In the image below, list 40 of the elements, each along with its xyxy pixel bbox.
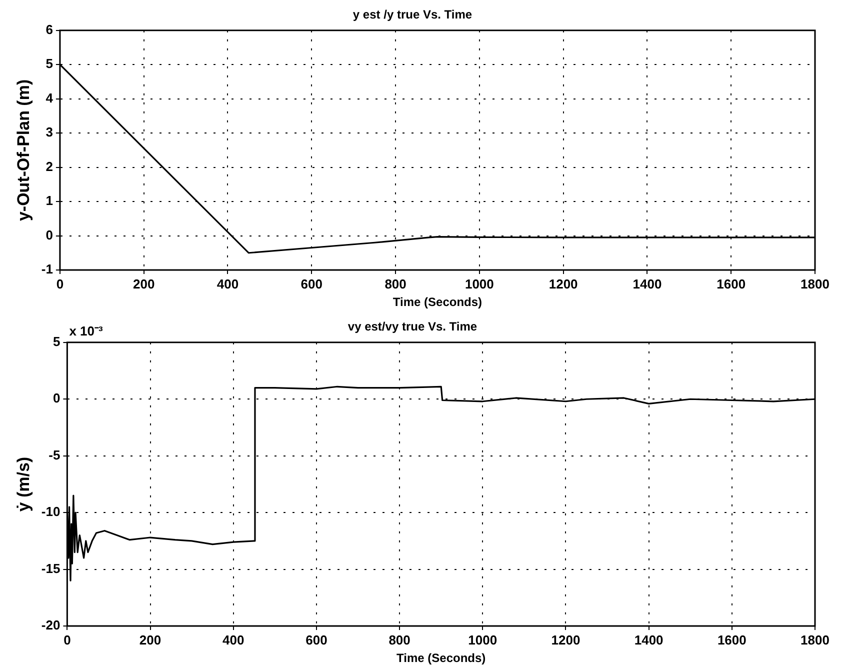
y-tick-label: 0 — [46, 227, 53, 242]
chart-title: vy est/vy true Vs. Time — [348, 320, 478, 334]
y-tick-label: 6 — [46, 22, 53, 37]
chart-title: y est /y true Vs. Time — [352, 8, 472, 22]
x-tick-label: 400 — [222, 632, 244, 648]
y-axis-title: ẏ (m/s) — [14, 456, 33, 512]
x-axis-title: Time (Seconds) — [392, 295, 482, 310]
x-tick-label: 1800 — [800, 632, 830, 648]
y-tick-label: 4 — [46, 90, 54, 106]
y-tick-label: 5 — [46, 56, 53, 72]
x-tick-label: 0 — [64, 632, 71, 648]
y-tick-label: -1 — [41, 262, 53, 277]
x-tick-label: 1200 — [548, 276, 578, 292]
x-tick-label: 800 — [384, 276, 406, 292]
y-tick-label: 3 — [46, 124, 53, 140]
x-tick-label: 1600 — [716, 276, 746, 292]
y-tick-label: -15 — [41, 560, 60, 576]
x-tick-label: 400 — [216, 276, 239, 292]
x-tick-label: 1000 — [464, 276, 494, 292]
x-tick-label: 200 — [133, 276, 155, 292]
y-tick-label: 0 — [52, 390, 60, 406]
x-tick-label: 600 — [300, 276, 322, 292]
text: x 10⁻³ — [69, 323, 104, 338]
y-tick-label: -10 — [41, 504, 60, 520]
y-tick-label: 1 — [46, 193, 53, 208]
x-tick-label: 1400 — [632, 276, 662, 292]
x-tick-label: 1000 — [468, 632, 498, 648]
x-tick-label: 1200 — [551, 632, 580, 648]
y-tick-label: -5 — [48, 447, 60, 462]
x-tick-label: 200 — [139, 632, 162, 648]
x-tick-label: 1800 — [800, 276, 830, 292]
y-tick-label: -20 — [41, 618, 60, 633]
x-tick-label: 1400 — [634, 632, 664, 648]
x-tick-label: 600 — [306, 632, 328, 648]
x-axis-title: Time (Seconds) — [396, 651, 486, 666]
x-tick-label: 800 — [388, 632, 410, 648]
y-axis-title: y-Out-Of-Plan (m) — [14, 79, 33, 222]
y-tick-label: 5 — [52, 334, 60, 349]
y-tick-label: 2 — [46, 158, 53, 174]
x-tick-label: 1600 — [717, 632, 746, 648]
